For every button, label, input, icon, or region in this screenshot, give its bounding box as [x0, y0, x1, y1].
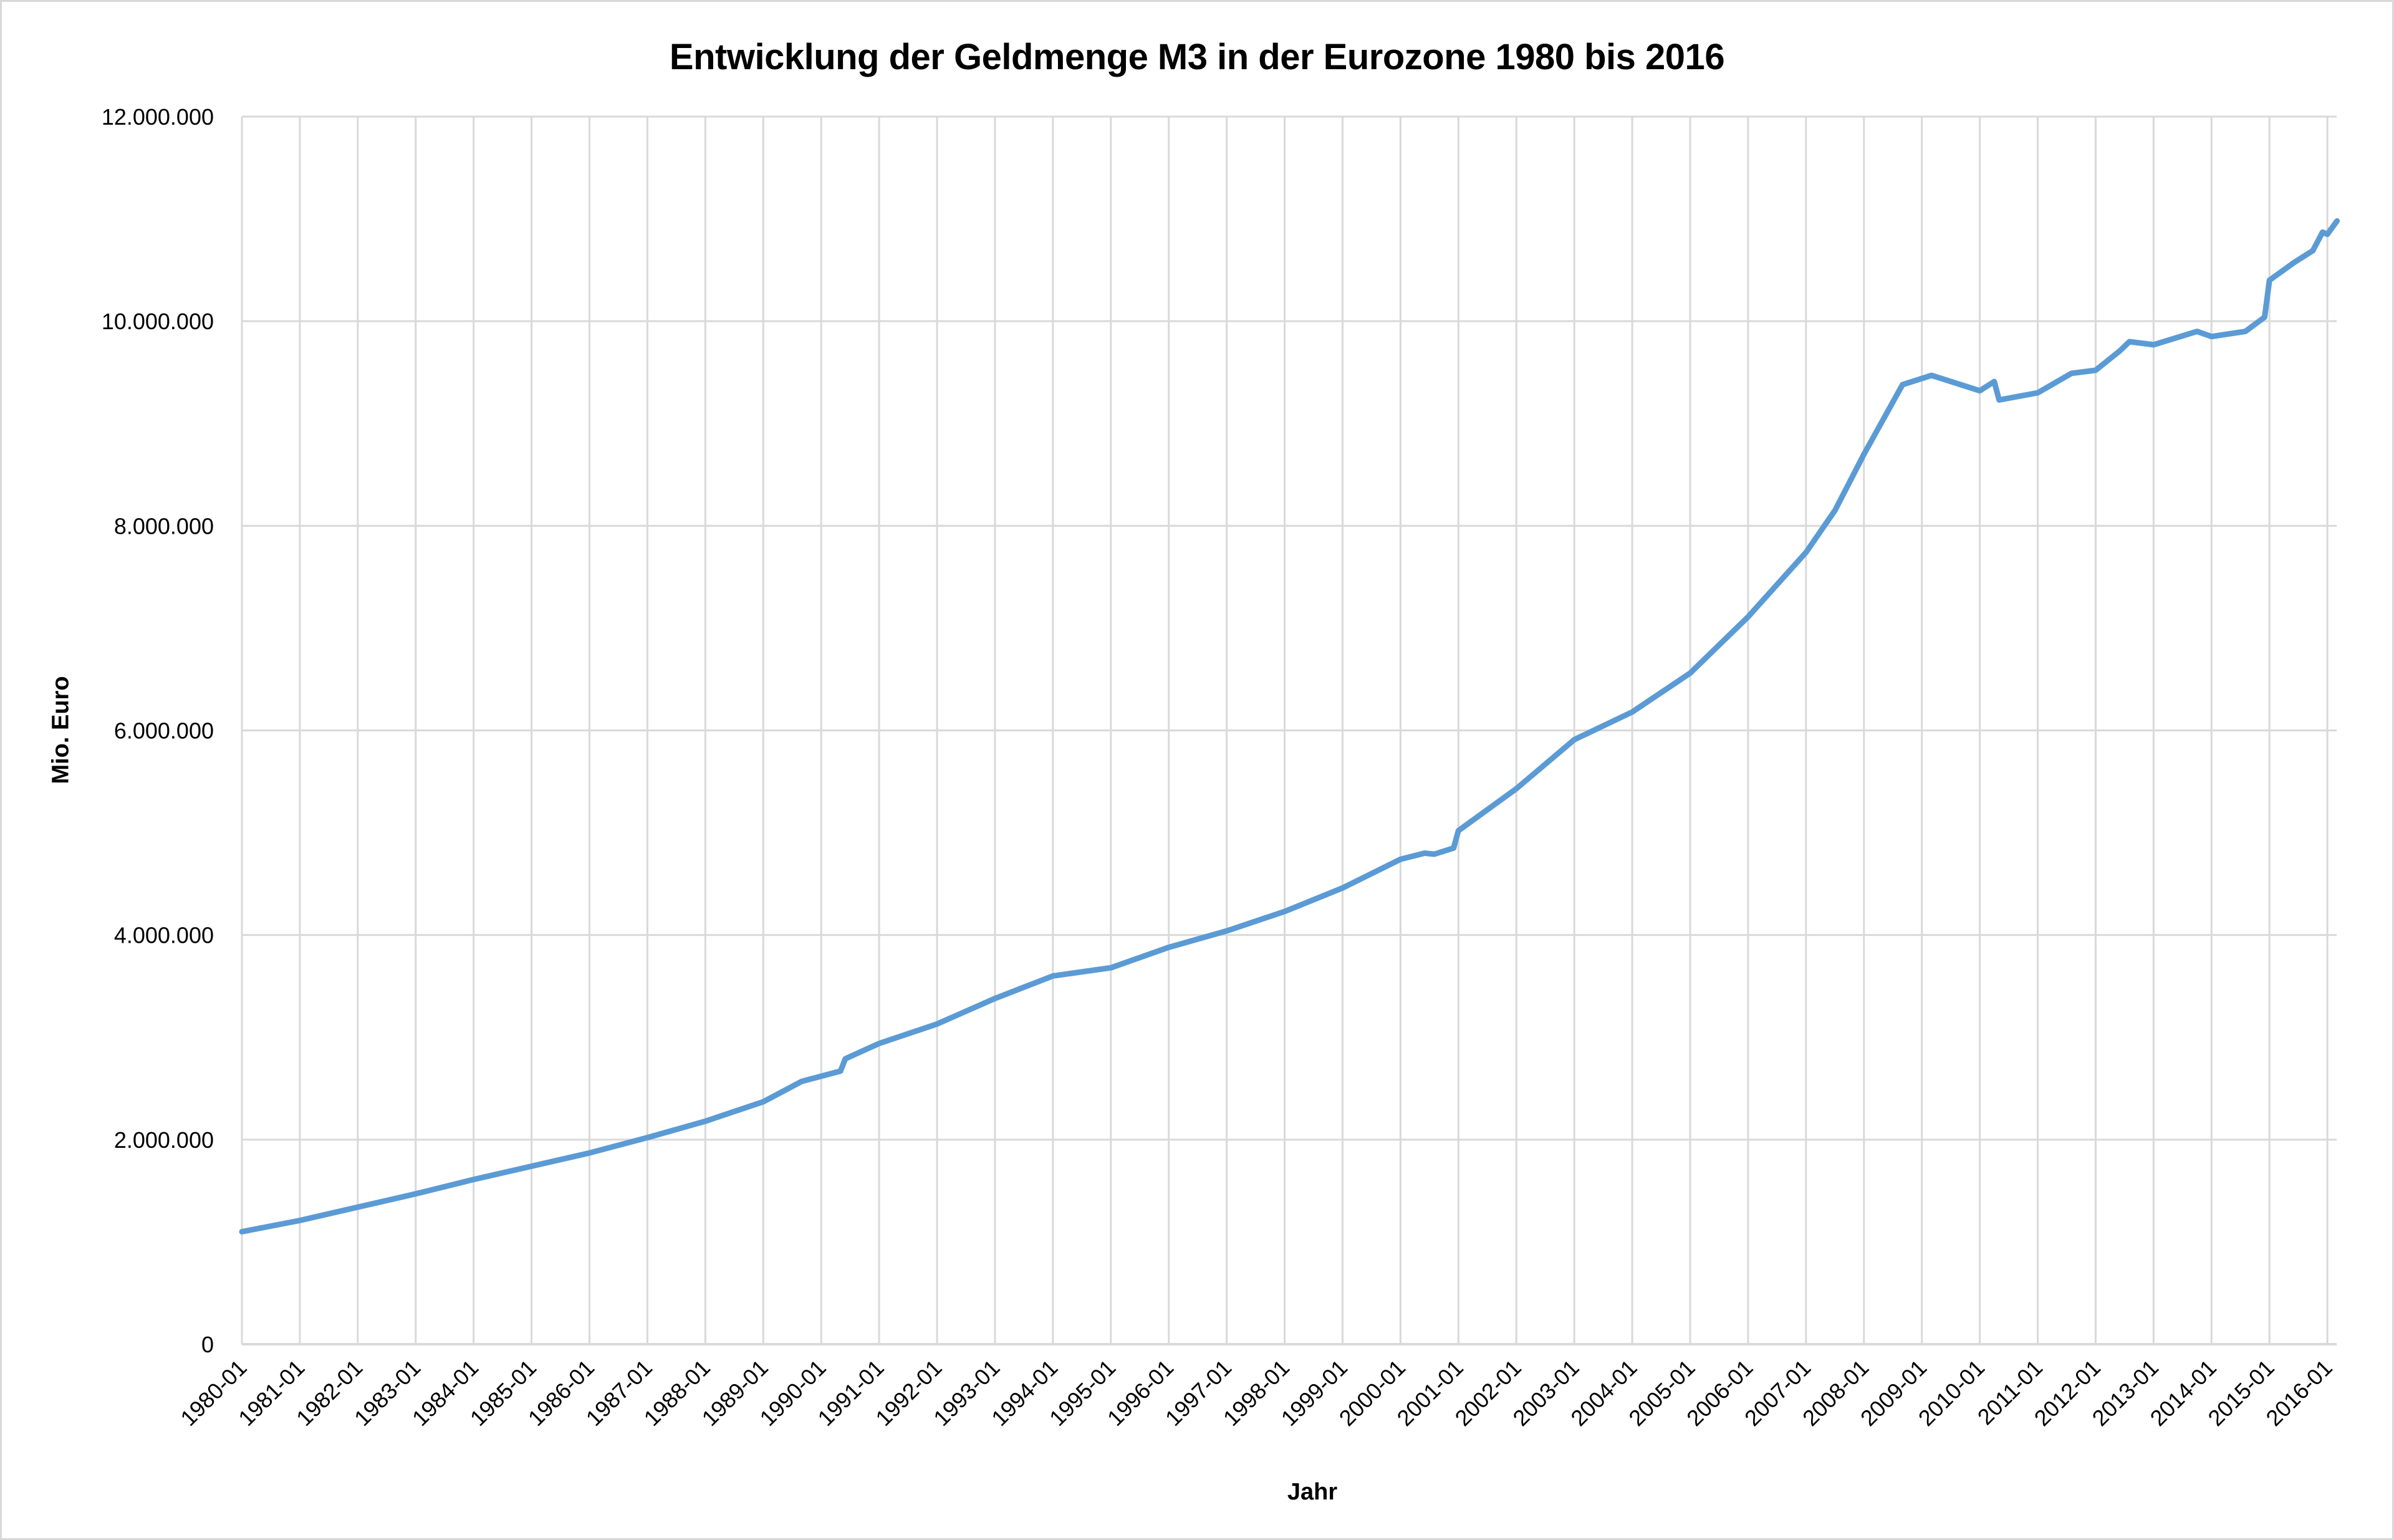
y-tick-label: 10.000.000	[102, 309, 214, 334]
y-axis-ticks: 0 2.000.000 4.000.000 6.000.000 8.000.000 10.…	[102, 104, 214, 1357]
m3-series-line	[239, 218, 2340, 1234]
gridlines	[241, 115, 2337, 1345]
y-tick-label: 12.000.000	[102, 104, 214, 130]
y-tick-label: 8.000.000	[114, 513, 214, 539]
y-tick-label: 6.000.000	[114, 718, 214, 744]
y-tick-label: 4.000.000	[114, 923, 214, 948]
x-axis-label: Jahr	[1287, 1479, 1338, 1505]
x-axis-ticks: 1980-011981-011982-011983-011984-011985-…	[175, 1355, 2337, 1431]
y-tick-label: 0	[201, 1332, 214, 1357]
chart-title: Entwicklung der Geldmenge M3 in der Euro…	[669, 37, 1725, 77]
y-tick-label: 2.000.000	[114, 1127, 214, 1153]
